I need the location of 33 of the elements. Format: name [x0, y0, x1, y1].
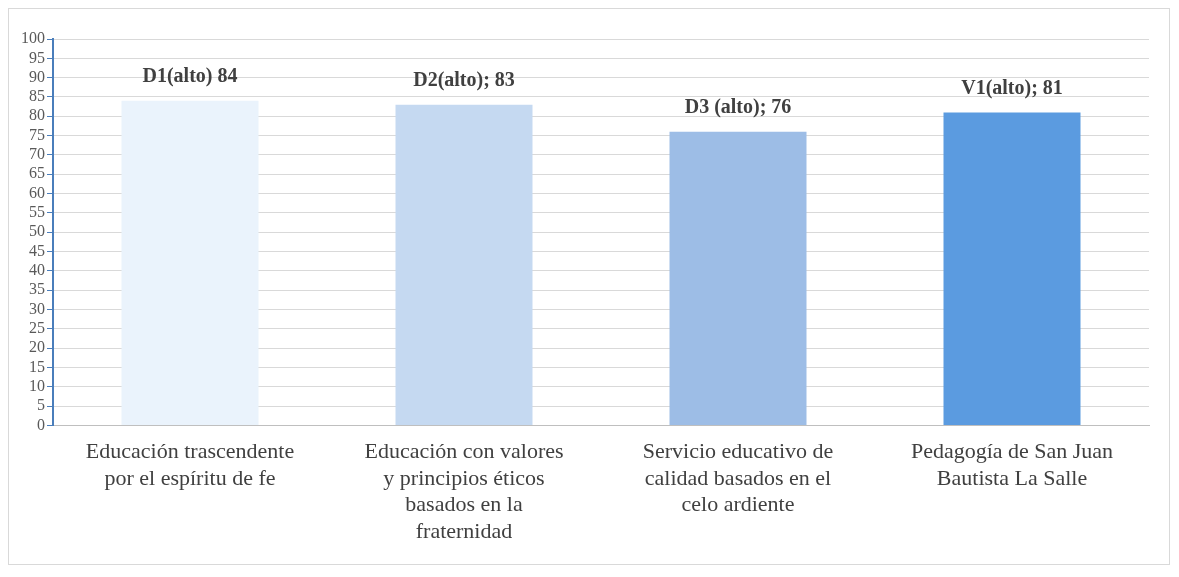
y-tick-label: 20 [29, 338, 45, 356]
bar [121, 100, 259, 425]
y-tick-label: 30 [29, 299, 45, 317]
y-tick-label: 100 [21, 29, 45, 47]
bar [943, 112, 1081, 425]
y-tick-label: 10 [29, 376, 45, 394]
y-tick-label: 60 [29, 183, 45, 201]
x-tick-label: Educación con valores y principios éticos basados en la fraternidad [364, 438, 564, 543]
y-tick-label: 80 [29, 106, 45, 124]
y-tick-label: 70 [29, 145, 45, 163]
x-tick-label: Servicio educativo de calidad basados en el celo ardiente [642, 438, 834, 517]
y-tick-label: 95 [29, 48, 45, 66]
data-label: D3 (alto); 76 [684, 94, 792, 118]
y-tick-label: 85 [29, 87, 45, 105]
y-tick-label: 75 [29, 125, 45, 143]
y-tick-label: 55 [29, 203, 45, 221]
data-label: V1(alto); 81 [961, 75, 1063, 99]
data-label: D2(alto); 83 [413, 67, 515, 91]
y-tick-label: 90 [29, 67, 45, 85]
y-tick-label: 5 [37, 396, 45, 414]
y-tick-label: 45 [29, 241, 45, 259]
bar [669, 131, 807, 425]
y-tick-label: 65 [29, 164, 45, 182]
y-tick-label: 15 [29, 357, 45, 375]
y-tick-label: 25 [29, 319, 45, 336]
x-tick-label: Educación trascendente por el espíritu de fe [85, 438, 295, 490]
bar [395, 104, 533, 425]
y-tick-label: 0 [37, 415, 45, 433]
x-tick-label: Pedagogía de San Juan Bautista La Salle [910, 438, 1114, 490]
y-tick-label: 40 [29, 261, 45, 279]
y-tick-label: 50 [29, 222, 45, 240]
data-label: D1(alto) 84 [142, 64, 238, 87]
y-tick-label: 35 [29, 280, 45, 298]
